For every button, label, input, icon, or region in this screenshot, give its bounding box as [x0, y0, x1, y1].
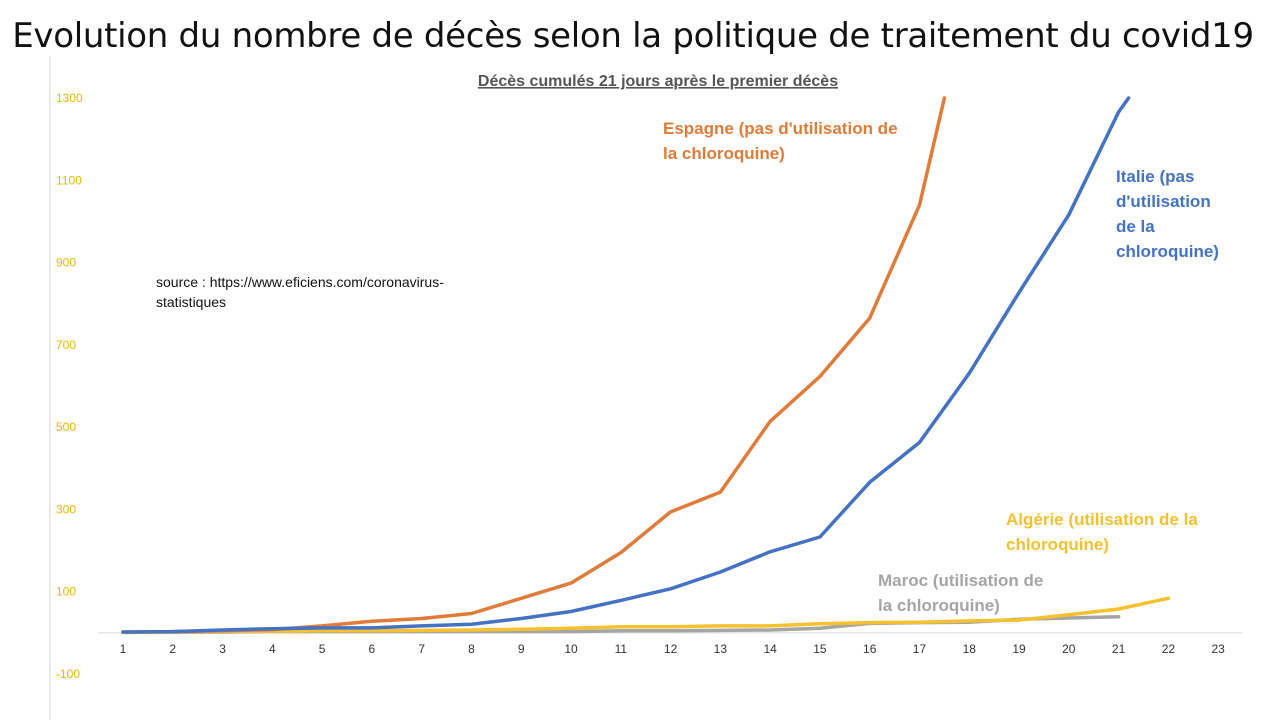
x-tick-label: 13: [714, 642, 728, 656]
y-tick-label: 300: [56, 502, 76, 516]
x-tick-label: 17: [913, 642, 927, 656]
chart-source: source : https://www.eficiens.com/corona…: [156, 274, 444, 310]
x-tick-label: 10: [564, 642, 578, 656]
y-tick-label: 100: [56, 585, 76, 599]
y-tick-label: 900: [56, 256, 76, 270]
x-tick-label: 11: [615, 642, 628, 656]
chart-source-line-2: statistiques: [156, 294, 226, 310]
slide-title: Evolution du nombre de décès selon la po…: [12, 16, 1254, 56]
series-label-italie: Italie (pas d'utilisation de la chloroquine…: [1116, 167, 1219, 261]
series-label-line: Italie (pas: [1116, 167, 1194, 186]
x-tick-label: 21: [1112, 642, 1126, 656]
series-label-line: chloroquine): [1006, 535, 1109, 554]
series-line-algerie: [121, 596, 1171, 635]
x-tick-label: 20: [1062, 642, 1076, 656]
x-tick-label: 7: [418, 642, 425, 656]
series-line-italie: [121, 96, 1131, 634]
series-label-line: Algérie (utilisation de la: [1006, 510, 1198, 529]
x-tick-label: 18: [963, 642, 977, 656]
y-tick-label: -100: [56, 667, 80, 681]
y-tick-label: 500: [56, 420, 76, 434]
x-tick-label: 23: [1211, 642, 1225, 656]
series-label-line: d'utilisation: [1116, 192, 1211, 211]
chart-plot-area: [50, 56, 1265, 720]
y-tick-label: 700: [56, 338, 76, 352]
series-label-line: Maroc (utilisation de: [878, 571, 1043, 590]
x-tick-label: 8: [468, 642, 475, 656]
x-tick-label: 6: [369, 642, 376, 656]
x-tick-label: 22: [1162, 642, 1176, 656]
x-tick-label: 9: [518, 642, 525, 656]
x-tick-label: 3: [219, 642, 226, 656]
series-label-line: Espagne (pas d'utilisation de: [663, 119, 898, 138]
series-lines: [121, 96, 1171, 635]
x-tick-label: 1: [120, 642, 127, 656]
series-label-line: de la: [1116, 217, 1155, 236]
x-tick-label: 15: [813, 642, 827, 656]
series-label-algerie: Algérie (utilisation de la chloroquine): [1006, 510, 1198, 554]
x-tick-label: 14: [763, 642, 777, 656]
series-label-line: la chloroquine): [663, 144, 785, 163]
x-tick-label: 4: [269, 642, 276, 656]
y-tick-label: 1100: [56, 173, 82, 187]
series-annotations: Espagne (pas d'utilisation de la chloroqu…: [663, 119, 1219, 615]
chart-source-line-1: source : https://www.eficiens.com/corona…: [156, 274, 444, 290]
x-tick-label: 16: [863, 642, 877, 656]
y-axis: 1300 1100 900 700 500 300 100 -100: [56, 91, 83, 681]
y-tick-label: 1300: [56, 91, 83, 105]
series-label-line: chloroquine): [1116, 242, 1219, 261]
x-axis: 1 2 3 4 5 6 7 8 9 10 11 12 13 14 15 16 17 18 19 20 21 22 23: [120, 642, 1225, 656]
series-label-line: la chloroquine): [878, 596, 1000, 615]
x-tick-label: 2: [169, 642, 176, 656]
x-tick-label: 5: [319, 642, 326, 656]
x-tick-label: 19: [1012, 642, 1026, 656]
series-label-maroc: Maroc (utilisation de la chloroquine): [878, 571, 1043, 615]
series-label-espagne: Espagne (pas d'utilisation de la chloroqu…: [663, 119, 898, 163]
x-tick-label: 12: [664, 642, 678, 656]
chart-title: Décès cumulés 21 jours après le premier …: [478, 73, 838, 90]
